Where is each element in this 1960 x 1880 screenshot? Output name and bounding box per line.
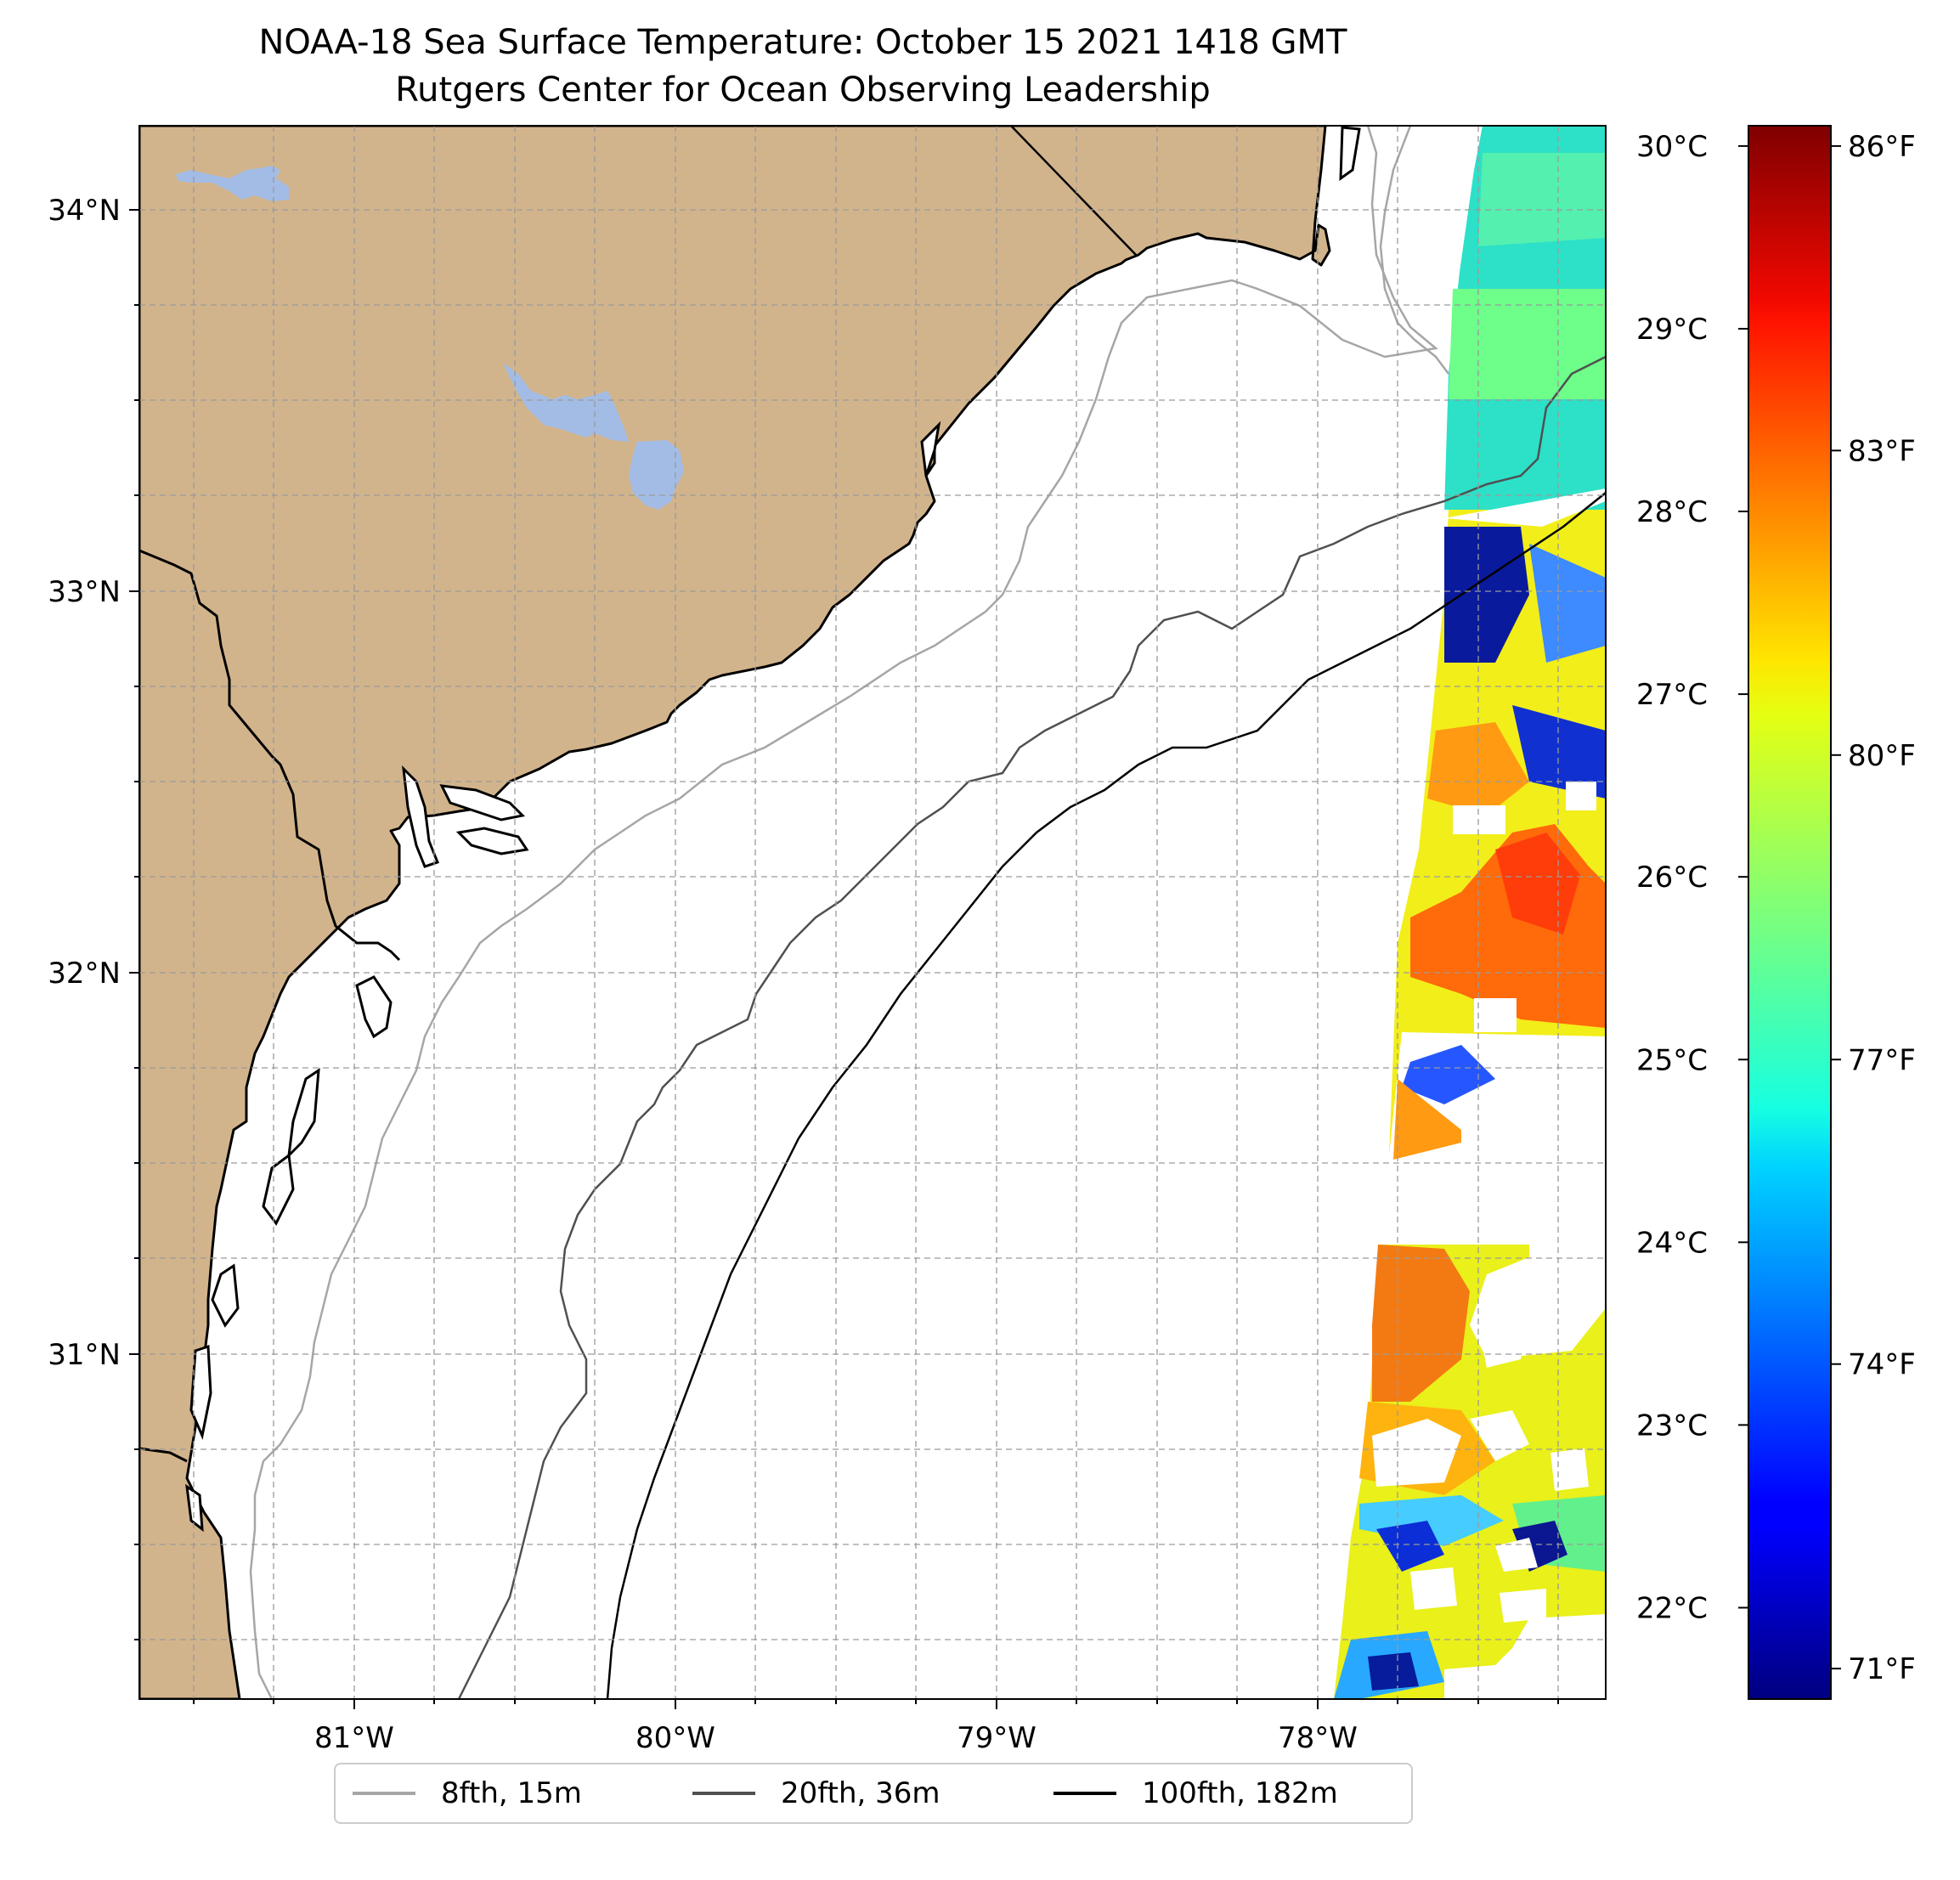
- map-panel: [139, 126, 1606, 1699]
- colorbar-fahrenheit-label: 80°F: [1848, 739, 1916, 773]
- colorbar-fahrenheit-label: 71°F: [1848, 1652, 1916, 1686]
- lon-label: 78°W: [1278, 1721, 1358, 1755]
- lon-label: 81°W: [314, 1721, 394, 1755]
- isobath-20fth: [457, 355, 1606, 1699]
- colorbar-celsius-label: 30°C: [1636, 130, 1708, 164]
- legend-label: 100fth, 182m: [1142, 1776, 1338, 1810]
- map-subtitle: Rutgers Center for Ocean Observing Leade…: [395, 71, 1211, 110]
- graticule: [139, 126, 1606, 1699]
- legend-label: 20fth, 36m: [781, 1776, 940, 1810]
- colorbar-celsius-label: 24°C: [1636, 1226, 1708, 1260]
- lon-label: 79°W: [957, 1721, 1036, 1755]
- colorbar-celsius-label: 23°C: [1636, 1409, 1708, 1442]
- lat-label: 31°N: [48, 1338, 121, 1372]
- colorbar-fahrenheit-label: 74°F: [1848, 1348, 1916, 1382]
- legend-swatch: [1053, 1792, 1116, 1795]
- legend-item-100fth: 100fth, 182m: [1053, 1764, 1338, 1822]
- estuaries: [185, 126, 1361, 1533]
- colorbar-ticks: 30°C 29°C 28°C 27°C 26°C 25°C 24°C 23°C 22°C 86°F…: [1636, 130, 1916, 1686]
- map-title: NOAA-18 Sea Surface Temperature: October…: [258, 23, 1347, 62]
- legend-swatch: [692, 1792, 755, 1795]
- legend-item-8fth: 8fth, 15m: [353, 1764, 582, 1822]
- lon-label: 80°W: [635, 1721, 715, 1755]
- isobath-legend: 8fth, 15m 20fth, 36m 100fth, 182m: [334, 1763, 1413, 1824]
- lat-label: 34°N: [48, 194, 121, 228]
- colorbar: [1748, 125, 1832, 1700]
- river-border: [139, 549, 401, 962]
- colorbar-celsius-label: 29°C: [1636, 313, 1708, 347]
- sst-swath: [1334, 126, 1606, 1699]
- lake-northwest: [176, 166, 289, 201]
- lake-marion: [503, 363, 629, 442]
- fl-border: [139, 1447, 188, 1463]
- colorbar-celsius-label: 25°C: [1636, 1043, 1708, 1077]
- axis-ticks: [129, 209, 1559, 1709]
- isobath-100fth: [606, 492, 1606, 1699]
- colorbar-fahrenheit-label: 86°F: [1848, 130, 1916, 164]
- colorbar-celsius-label: 22°C: [1636, 1591, 1708, 1625]
- colorbar-celsius-label: 28°C: [1636, 495, 1708, 529]
- legend-swatch: [353, 1792, 415, 1795]
- lat-label: 33°N: [48, 575, 121, 609]
- lat-label: 32°N: [48, 957, 121, 991]
- colorbar-celsius-label: 26°C: [1636, 861, 1708, 895]
- colorbar-fahrenheit-label: 83°F: [1848, 434, 1916, 468]
- legend-item-20fth: 20fth, 36m: [692, 1764, 940, 1822]
- colorbar-celsius-label: 27°C: [1636, 678, 1708, 712]
- state-border: [1010, 126, 1137, 256]
- lake-moultrie: [629, 440, 684, 510]
- colorbar-fahrenheit-label: 77°F: [1848, 1043, 1916, 1077]
- legend-label: 8fth, 15m: [441, 1776, 582, 1810]
- map-frame: [138, 125, 1607, 1700]
